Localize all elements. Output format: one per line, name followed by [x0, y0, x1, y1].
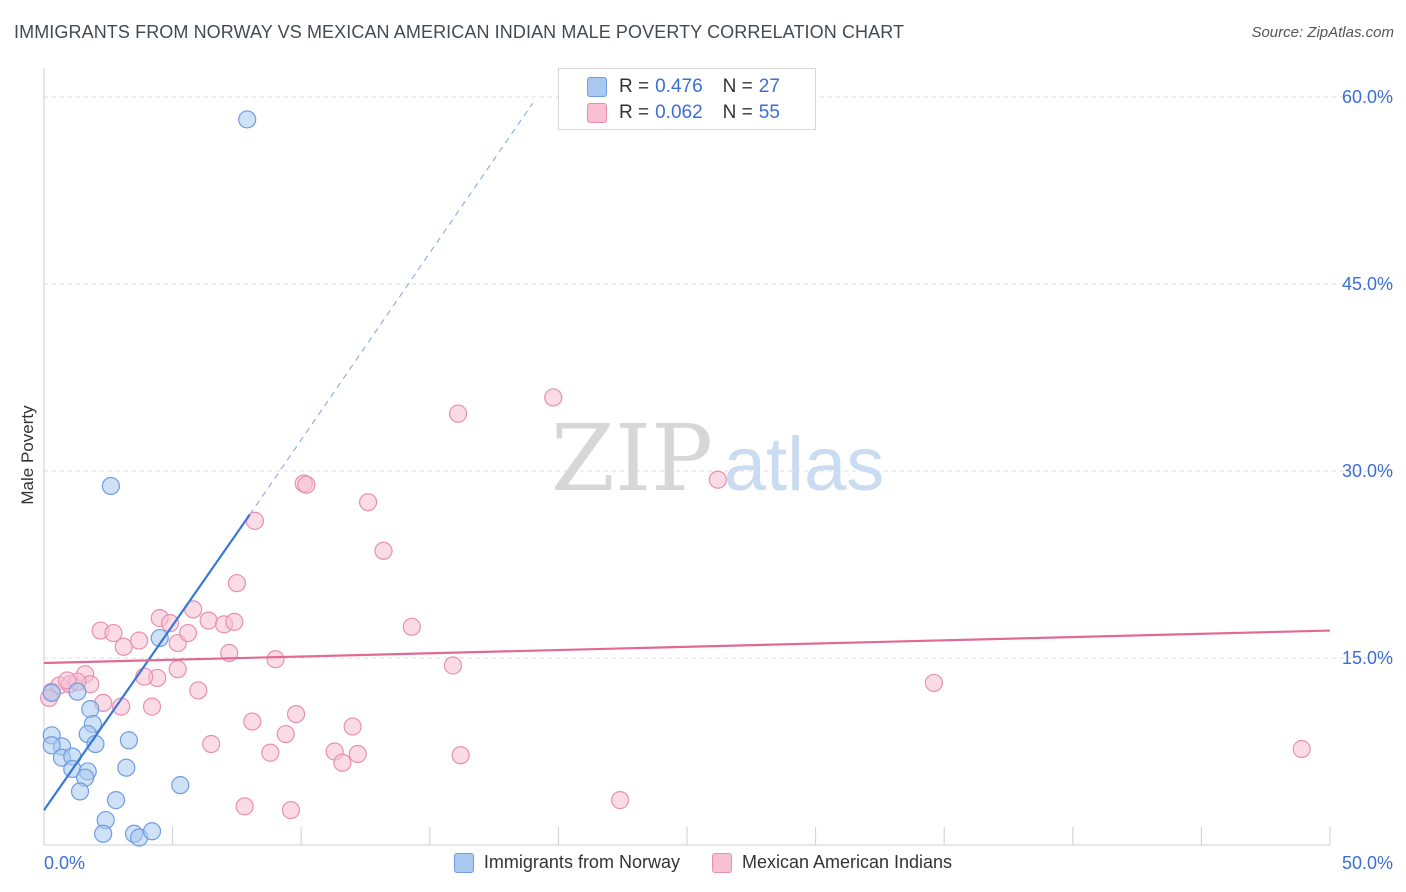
- watermark: ZIP atlas: [551, 405, 884, 512]
- data-point: [343, 717, 362, 736]
- data-point: [348, 744, 367, 764]
- source-credit: Source: ZipAtlas.com: [1251, 24, 1394, 41]
- y-tick-label: 15.0%: [1342, 648, 1393, 668]
- chart-title: IMMIGRANTS FROM NORWAY VS MEXICAN AMERIC…: [14, 22, 905, 42]
- r-label: R =: [619, 76, 650, 97]
- stats-row-mexican: R = 0.062 N = 55: [587, 100, 780, 126]
- watermark-atlas: atlas: [724, 422, 885, 507]
- x-tick-label-left: 0.0%: [44, 853, 85, 873]
- y-tick-label: 45.0%: [1342, 274, 1393, 294]
- data-point: [160, 613, 180, 633]
- data-point: [178, 623, 198, 643]
- data-point: [238, 110, 257, 129]
- data-point: [101, 476, 120, 496]
- trend-line-mexican: [43, 629, 1331, 665]
- data-point: [276, 724, 295, 744]
- data-point: [243, 712, 262, 731]
- data-point: [297, 475, 316, 494]
- data-point: [708, 470, 727, 489]
- data-point: [261, 743, 280, 762]
- data-point: [168, 660, 187, 679]
- data-point: [171, 776, 190, 795]
- y-tick-label: 60.0%: [1342, 87, 1393, 107]
- data-point: [106, 791, 126, 810]
- data-point: [135, 667, 154, 686]
- data-point: [119, 731, 138, 750]
- data-point: [104, 623, 123, 643]
- data-point: [199, 611, 218, 630]
- trend-line-norway-extension: [249, 102, 534, 515]
- data-point: [189, 681, 208, 700]
- n-label: N =: [722, 76, 753, 97]
- legend-swatch-mexican: [711, 852, 732, 873]
- data-point: [94, 824, 113, 843]
- data-point: [142, 822, 162, 841]
- n-value: 27: [758, 76, 780, 97]
- data-point: [333, 753, 352, 772]
- trend-line-norway: [43, 514, 251, 811]
- data-point: [114, 637, 133, 656]
- series-mexican: [40, 388, 1311, 820]
- data-point: [68, 682, 87, 701]
- data-point: [235, 797, 254, 816]
- data-point: [611, 791, 630, 810]
- y-tick-label: 30.0%: [1342, 461, 1393, 481]
- series-legend: Immigrants from Norway Mexican American …: [0, 852, 1406, 873]
- data-point: [281, 800, 301, 820]
- data-points: [40, 110, 1311, 847]
- x-tick-label-right: 50.0%: [1342, 853, 1393, 873]
- legend-item-mexican[interactable]: Mexican American Indians: [711, 852, 953, 873]
- data-point: [117, 758, 136, 777]
- data-point: [286, 704, 306, 724]
- data-point: [202, 734, 221, 754]
- data-point: [42, 736, 61, 755]
- grid-lines: [44, 96, 1392, 659]
- n-label: N =: [722, 102, 753, 123]
- data-point: [58, 671, 77, 690]
- data-point: [70, 782, 90, 801]
- watermark-zip: ZIP: [551, 405, 713, 512]
- r-value: 0.476: [655, 76, 703, 97]
- data-point: [81, 700, 100, 719]
- stats-row-norway: R = 0.476 N = 27: [587, 74, 780, 100]
- data-point: [924, 673, 944, 693]
- data-point: [42, 683, 61, 703]
- data-point: [227, 574, 246, 593]
- data-point: [1292, 739, 1311, 759]
- n-value: 55: [758, 102, 780, 123]
- legend-swatch-norway: [453, 852, 474, 873]
- stats-swatch-norway: [587, 77, 607, 97]
- stats-swatch-mexican: [587, 103, 607, 123]
- data-point: [448, 404, 468, 423]
- axes: [43, 68, 1331, 846]
- trend-lines: [43, 102, 1331, 811]
- data-point: [225, 612, 244, 631]
- data-point: [142, 697, 162, 716]
- tick-labels: 15.0% 30.0% 45.0% 60.0% 0.0% 50.0%: [44, 87, 1393, 873]
- r-value: 0.062: [655, 102, 703, 123]
- legend-label-norway: Immigrants from Norway: [483, 852, 680, 872]
- r-label: R =: [619, 102, 650, 123]
- stats-legend: R = 0.476 N = 27 R = 0.062 N = 55: [558, 68, 816, 130]
- data-point: [544, 388, 563, 407]
- data-point: [266, 650, 285, 669]
- data-point: [451, 746, 470, 765]
- data-point: [358, 493, 378, 512]
- legend-label-mexican: Mexican American Indians: [741, 852, 953, 872]
- data-point: [150, 628, 169, 648]
- legend-item-norway[interactable]: Immigrants from Norway: [453, 852, 680, 873]
- data-point: [402, 617, 421, 636]
- data-point: [130, 631, 149, 650]
- series-norway: [42, 110, 257, 847]
- data-point: [443, 656, 463, 675]
- data-point: [374, 541, 393, 560]
